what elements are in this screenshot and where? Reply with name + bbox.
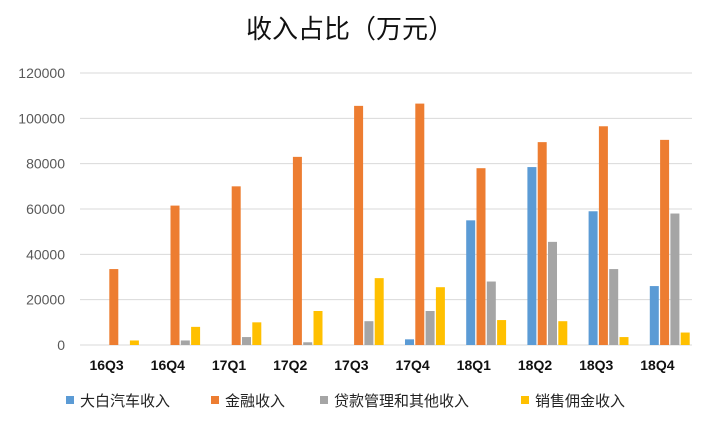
- bar-18Q2-0: [527, 167, 537, 345]
- legend-swatch: [320, 396, 328, 404]
- bar-17Q3-3: [374, 278, 384, 345]
- bar-17Q3-2: [364, 321, 374, 345]
- bar-18Q4-2: [670, 213, 680, 345]
- y-tick-label: 120000: [18, 65, 65, 81]
- bar-18Q2-1: [537, 142, 547, 345]
- bar-18Q1-3: [497, 320, 507, 345]
- x-tick-label: 18Q1: [457, 357, 491, 373]
- bar-17Q1-2: [242, 337, 251, 345]
- bar-18Q1-2: [486, 281, 496, 345]
- x-tick-label: 17Q4: [395, 357, 429, 373]
- bar-18Q3-3: [619, 337, 629, 345]
- legend-swatch: [66, 396, 74, 404]
- legend-label: 贷款管理和其他收入: [334, 392, 469, 410]
- bar-18Q4-3: [680, 332, 690, 345]
- bar-16Q4-1: [170, 205, 180, 345]
- y-tick-label: 100000: [18, 110, 65, 126]
- y-tick-label: 20000: [26, 292, 65, 308]
- x-tick-label: 17Q1: [212, 357, 246, 373]
- bar-17Q4-3: [435, 287, 445, 345]
- bar-18Q4-1: [660, 139, 670, 345]
- bars: [109, 103, 690, 346]
- bar-16Q3-3: [129, 340, 139, 345]
- legend-swatch: [521, 396, 529, 404]
- bar-18Q1-0: [466, 220, 476, 345]
- x-tick-label: 17Q3: [334, 357, 368, 373]
- legend: 大白汽车收入 金融收入 贷款管理和其他收入 销售佣金收入: [66, 392, 625, 410]
- x-tick-label: 18Q3: [579, 357, 613, 373]
- x-axis-ticks: 16Q3 16Q4 17Q1 17Q2 17Q3 17Q4 18Q1 18Q2 18Q3 18Q4: [89, 357, 674, 373]
- bar-17Q2-2: [303, 342, 313, 345]
- legend-label: 大白汽车收入: [80, 392, 170, 410]
- legend-label: 销售佣金收入: [535, 392, 625, 410]
- y-tick-label: 80000: [26, 156, 65, 172]
- y-axis-ticks: 0 20000 40000 60000 80000 100000 120000: [18, 65, 65, 353]
- bar-17Q4-1: [415, 103, 425, 345]
- bar-18Q3-1: [598, 126, 608, 346]
- bar-18Q4-0: [649, 286, 659, 345]
- bar-17Q4-2: [425, 311, 435, 345]
- bar-17Q3-1: [354, 105, 364, 345]
- y-tick-label: 40000: [26, 246, 65, 262]
- bar-17Q2-1: [292, 156, 302, 345]
- bar-16Q4-2: [180, 340, 190, 345]
- x-tick-label: 16Q4: [151, 357, 185, 373]
- y-tick-label: 0: [57, 337, 65, 353]
- bar-17Q1-1: [231, 186, 241, 345]
- bar-17Q2-3: [313, 311, 323, 345]
- bar-18Q2-3: [558, 321, 568, 345]
- bar-18Q3-2: [609, 269, 619, 345]
- bar-18Q2-2: [548, 241, 557, 345]
- bar-18Q3-0: [588, 211, 598, 345]
- bar-17Q1-3: [252, 322, 262, 345]
- x-tick-label: 18Q4: [640, 357, 674, 373]
- gridlines: [80, 72, 692, 346]
- bar-17Q4-0: [405, 339, 414, 345]
- chart-title: 收入占比（万元）: [246, 15, 454, 45]
- bar-18Q1-1: [476, 168, 486, 345]
- x-tick-label: 18Q2: [518, 357, 552, 373]
- bar-16Q4-3: [191, 326, 201, 345]
- legend-swatch: [211, 396, 219, 404]
- y-tick-label: 60000: [26, 201, 65, 217]
- legend-label: 金融收入: [225, 392, 285, 410]
- x-tick-label: 16Q3: [89, 357, 123, 373]
- bar-16Q3-1: [109, 269, 119, 345]
- x-tick-label: 17Q2: [273, 357, 307, 373]
